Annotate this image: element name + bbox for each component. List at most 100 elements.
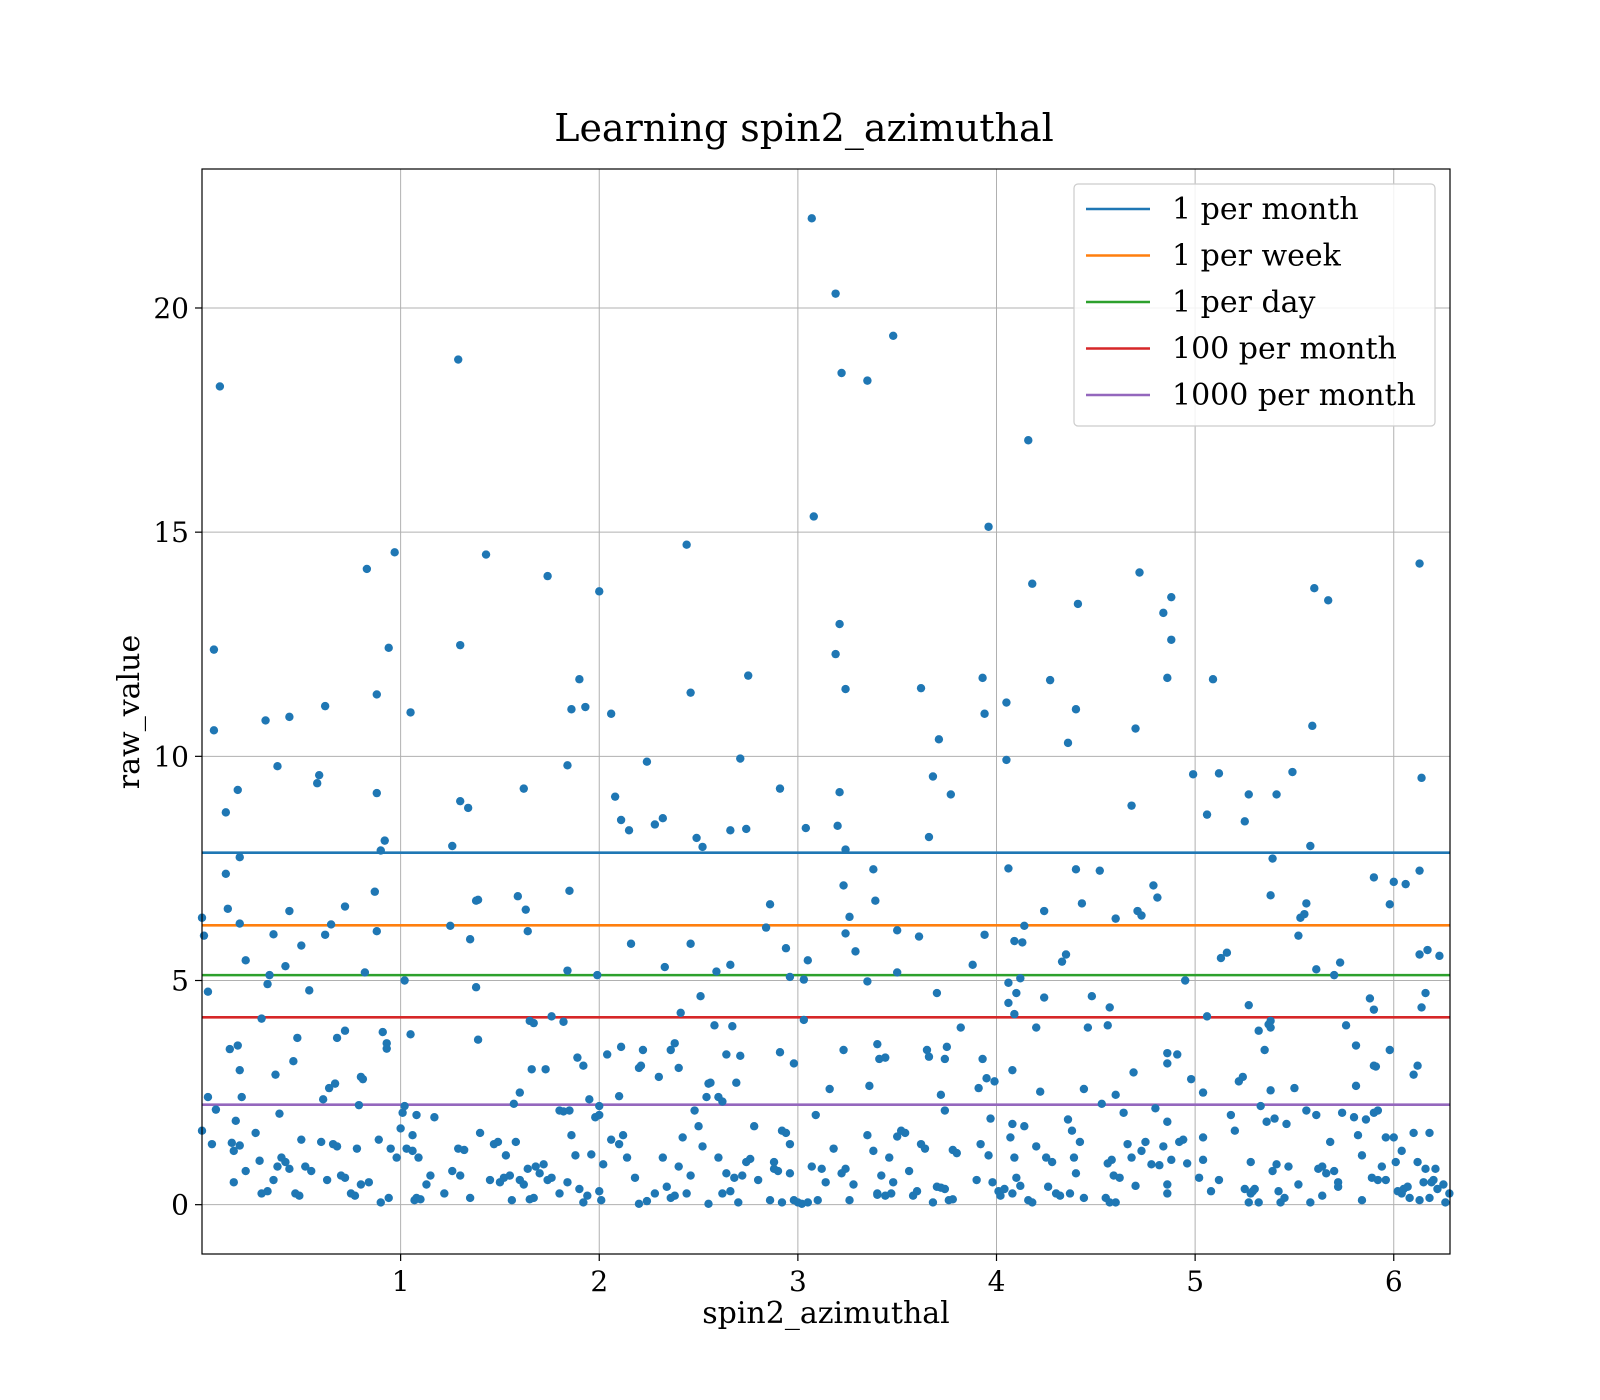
data-point <box>869 1146 878 1156</box>
data-point <box>678 1133 687 1142</box>
data-point <box>459 1145 469 1155</box>
data-point <box>318 1095 328 1104</box>
x-tick-label: 2 <box>590 1265 608 1298</box>
data-point <box>658 814 668 823</box>
data-point <box>372 788 381 798</box>
data-point <box>1335 958 1345 967</box>
data-point <box>660 962 669 972</box>
data-point <box>706 1078 715 1087</box>
data-point <box>313 779 322 788</box>
data-point <box>1409 1070 1418 1079</box>
data-point <box>1282 1119 1291 1129</box>
data-point <box>1312 1110 1321 1120</box>
data-point <box>940 1106 950 1115</box>
data-point <box>529 1018 538 1028</box>
data-point <box>1198 1088 1208 1097</box>
data-point <box>505 1171 515 1180</box>
data-point <box>521 905 530 914</box>
data-point <box>726 1187 735 1196</box>
data-point <box>1004 998 1013 1008</box>
data-point <box>690 1106 699 1115</box>
data-point <box>849 1180 858 1189</box>
data-point <box>378 1027 387 1037</box>
y-axis-label: raw_value <box>112 635 147 789</box>
data-point <box>235 853 244 862</box>
data-point <box>1421 988 1430 998</box>
data-point <box>626 939 636 948</box>
data-point <box>1409 1128 1418 1138</box>
legend-label: 1 per week <box>1172 239 1342 274</box>
data-point <box>330 1079 340 1088</box>
data-point <box>1016 1181 1025 1191</box>
legend-label: 1 per month <box>1172 192 1359 227</box>
data-point <box>340 902 350 911</box>
data-point <box>710 1021 719 1030</box>
data-point <box>1413 1061 1422 1070</box>
data-point <box>305 986 314 995</box>
data-point <box>229 1146 238 1156</box>
data-point <box>285 712 294 722</box>
data-point <box>1300 909 1309 919</box>
data-point <box>1163 1117 1172 1126</box>
data-point <box>642 1196 652 1206</box>
data-point <box>1008 1119 1017 1129</box>
data-point <box>203 1092 213 1102</box>
data-point <box>990 1077 999 1086</box>
x-tick-label: 4 <box>988 1265 1006 1298</box>
data-point <box>356 1180 366 1189</box>
data-point <box>199 931 209 940</box>
y-tick-label: 15 <box>153 516 189 549</box>
data-point <box>531 1162 540 1171</box>
data-point <box>297 1135 306 1144</box>
data-point <box>563 1178 572 1187</box>
data-point <box>382 1044 391 1053</box>
data-point <box>1377 1162 1387 1171</box>
y-tick-label: 5 <box>171 965 189 998</box>
data-point <box>1032 1142 1041 1151</box>
data-point <box>1240 817 1249 826</box>
data-point <box>295 1191 304 1200</box>
data-point <box>475 1128 485 1138</box>
data-point <box>1020 921 1029 931</box>
data-point <box>936 1090 946 1100</box>
data-point <box>281 961 290 971</box>
data-point <box>567 705 576 714</box>
data-point <box>565 1106 574 1115</box>
data-point <box>1445 1189 1454 1198</box>
data-point <box>730 1173 739 1182</box>
data-point <box>606 709 616 718</box>
data-point <box>1238 1072 1247 1082</box>
data-point <box>1397 1146 1406 1156</box>
data-point <box>203 987 213 996</box>
data-point <box>831 289 840 298</box>
data-point <box>636 1061 646 1070</box>
data-point <box>1389 877 1398 887</box>
data-point <box>1047 1157 1057 1167</box>
data-point <box>541 1065 550 1074</box>
data-point <box>567 1130 576 1140</box>
data-point <box>1214 769 1224 778</box>
data-point <box>722 1050 731 1059</box>
data-point <box>1186 1074 1196 1084</box>
x-tick-label: 6 <box>1385 1265 1403 1298</box>
data-point <box>571 1151 580 1160</box>
x-tick-label: 5 <box>1186 1265 1204 1298</box>
data-point <box>1226 1110 1236 1120</box>
data-point <box>1010 1009 1019 1019</box>
data-point <box>1010 936 1019 946</box>
data-point <box>465 1193 475 1203</box>
data-point <box>1097 1099 1106 1109</box>
data-point <box>1369 873 1379 882</box>
data-point <box>674 1063 683 1073</box>
data-point <box>408 1146 417 1156</box>
data-point <box>1188 770 1198 779</box>
data-point <box>940 1184 950 1194</box>
data-point <box>1419 1178 1428 1187</box>
x-tick-label: 3 <box>789 1265 807 1298</box>
data-point <box>1075 1137 1085 1147</box>
data-point <box>519 784 528 793</box>
data-point <box>1361 1115 1371 1124</box>
data-point <box>362 564 372 574</box>
data-point <box>837 368 846 378</box>
